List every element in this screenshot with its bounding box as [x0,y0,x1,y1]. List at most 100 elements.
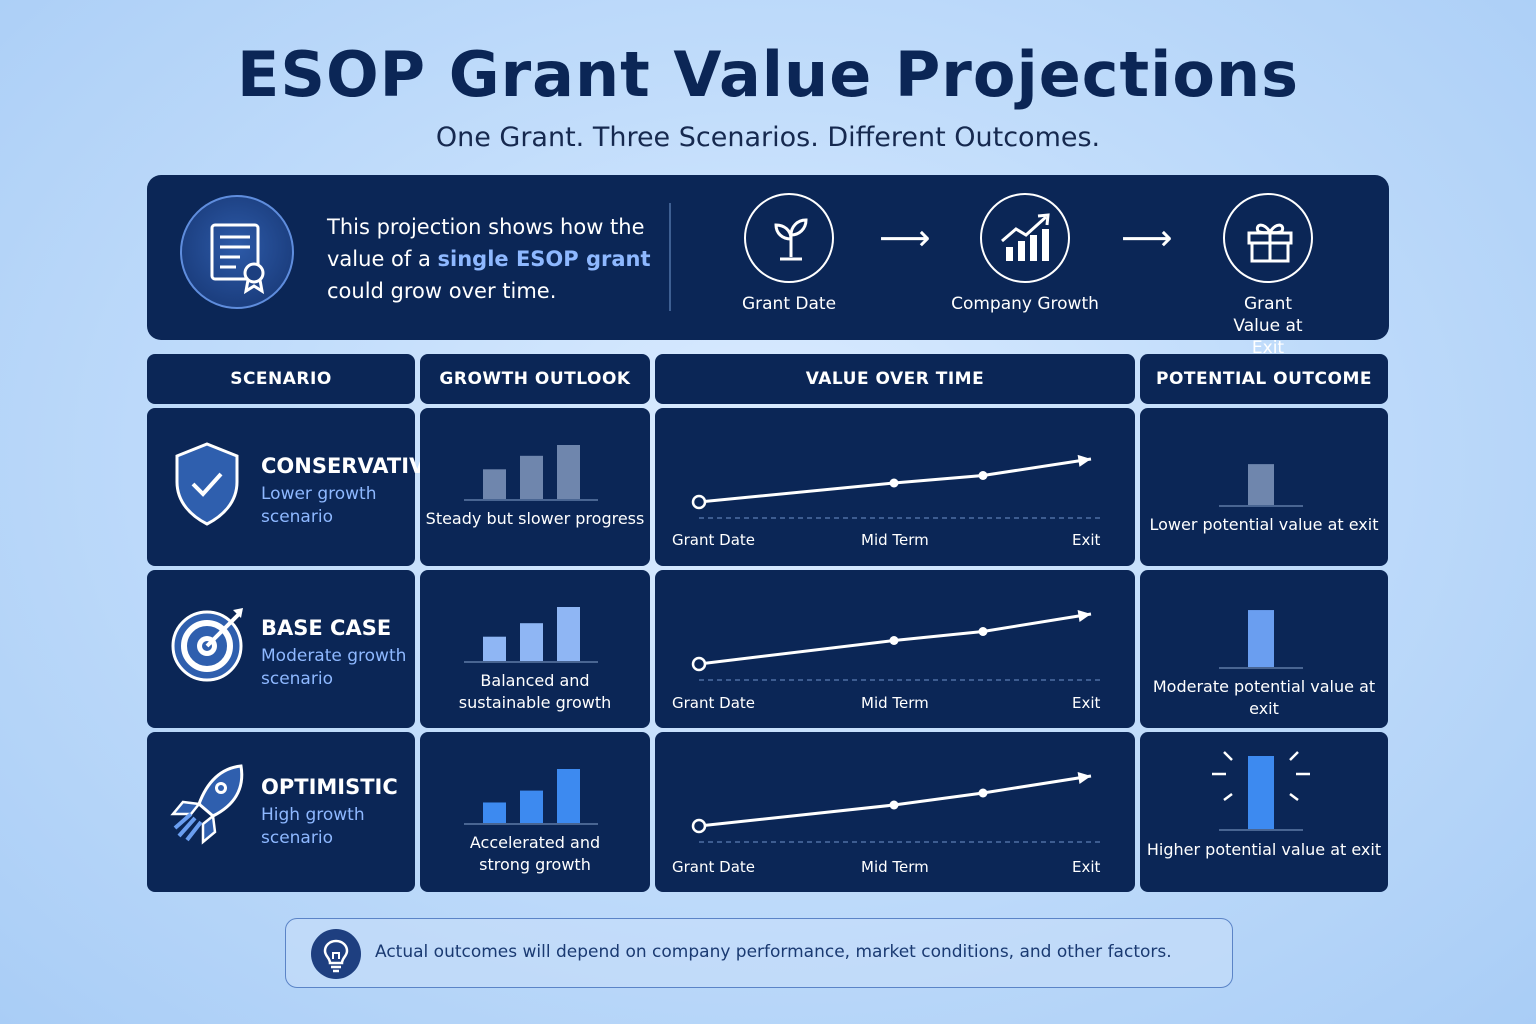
scenario-cell-conservative: CONSERVATIVE Lower growth scenario [147,408,440,566]
scenario-name: OPTIMISTIC [261,775,398,799]
outlook-bar [520,790,543,823]
arrowhead-icon [1077,610,1091,623]
burst-ray [1289,751,1299,761]
shield-check-icon [175,442,239,526]
divider [669,203,671,311]
step-label: Grant Date [741,294,837,314]
value-line-chart [691,610,1103,681]
timeline-label-end: Exit [1072,694,1101,712]
outlook-text: Steady but slower progress [425,509,645,528]
arrowhead-icon [1077,454,1091,467]
step-label: Grant Value at Exit [1233,294,1303,358]
outcome-bar-fill [1248,464,1274,505]
start-point [691,494,707,510]
step-company-growth: Company Growth [925,193,1125,315]
value-line [698,457,1092,504]
scenario-cell-base-case: BASE CASE Moderate growth scenario [147,570,415,728]
timeline-label-start: Grant Date [672,858,755,876]
outlook-bar [557,445,580,499]
mid-point [889,636,899,645]
outcome-text: Moderate potential value at exit [1152,677,1376,718]
outlook-cell: Balanced and sustainable growth [420,570,650,728]
step-grant-value: Grant Value at Exit [1168,193,1368,359]
value-line [698,612,1092,666]
value-over-time-cell: Grant Date Mid Term Exit [655,570,1135,728]
scenario-name: CONSERVATIVE [261,454,440,478]
sprout-icon [744,193,834,283]
timeline-label-mid: Mid Term [861,531,929,549]
value-over-time-cell: Grant Date Mid Term Exit [655,732,1135,892]
outcome-text: Lower potential value at exit [1149,515,1379,534]
header-growth-outlook: GROWTH OUTLOOK [420,354,650,404]
outlook-bar [483,636,506,661]
page-subtitle: One Grant. Three Scenarios. Different Ou… [435,122,1101,153]
value-line-chart [691,771,1103,843]
outcome-cell: Lower potential value at exit [1140,408,1388,566]
page-title: ESOP Grant Value Projections [236,38,1300,111]
outcome-bar [1212,751,1310,831]
outcome-cell: Moderate potential value at exit [1140,570,1388,728]
outlook-cell: Accelerated and strong growth [420,732,650,892]
timeline-label-mid: Mid Term [861,694,929,712]
outcome-bar [1219,464,1303,507]
scenario-description: Lower growth scenario [261,484,377,527]
late-point [978,788,988,798]
timeline-label-mid: Mid Term [861,858,929,876]
intro-description: This projection shows how the value of a… [327,211,657,307]
burst-ray [1223,751,1233,761]
target-icon [171,608,243,682]
scenario-description: High growth scenario [261,805,365,848]
growth-chart-icon [980,193,1070,283]
start-point [691,818,707,834]
intro-highlight: single ESOP grant [437,247,651,271]
mid-point [889,800,899,810]
timeline-label-start: Grant Date [672,531,755,549]
timeline-label-end: Exit [1072,531,1101,549]
mid-point [889,478,899,488]
header-potential-outcome: POTENTIAL OUTCOME [1140,354,1388,404]
rocket-icon [170,764,244,845]
outcome-text: Higher potential value at exit [1146,840,1382,859]
scenario-description: Moderate growth scenario [261,646,407,689]
arrowhead-icon [1077,771,1091,784]
intro-text-after: could grow over time. [327,279,557,303]
footer-note: Actual outcomes will depend on company p… [285,918,1233,988]
outlook-bar [520,623,543,661]
timeline-label-end: Exit [1072,858,1101,876]
outlook-bar [557,607,580,661]
outlook-bar [520,455,543,499]
timeline-label-start: Grant Date [672,694,755,712]
value-over-time-cell: Grant Date Mid Term Exit [655,408,1135,566]
outlook-cell: Steady but slower progress [420,408,650,566]
outcome-bar-fill [1248,756,1274,829]
certificate-icon [180,195,294,309]
step-grant-date: Grant Date [689,193,889,315]
header-value-over-time: VALUE OVER TIME [655,354,1135,404]
footer-note-text: Actual outcomes will depend on company p… [375,942,1172,962]
outcome-bar-fill [1248,610,1274,667]
header-scenario: SCENARIO [147,354,415,404]
burst-ray [1289,793,1299,801]
outlook-bar [483,469,506,499]
step-label: Company Growth [951,294,1099,314]
outlook-text: Accelerated and strong growth [469,833,601,874]
value-line-chart [691,454,1103,519]
outlook-text: Balanced and sustainable growth [458,671,612,712]
outcome-bar [1219,610,1303,669]
lightbulb-icon [311,929,361,979]
outlook-bar [483,802,506,823]
gift-icon [1223,193,1313,283]
intro-panel: This projection shows how the value of a… [147,175,1389,358]
outlook-bars [464,445,598,501]
start-point [691,656,707,672]
outlook-bar [557,769,580,823]
outlook-bars [464,607,598,663]
outlook-bars [464,769,598,825]
burst-ray [1223,793,1233,801]
arrow-icon: ⟶ [1121,218,1173,259]
scenario-name: BASE CASE [261,616,392,640]
arrow-icon: ⟶ [879,218,931,259]
outcome-cell: Higher potential value at exit [1140,732,1388,892]
intro-text-before: This projection shows how the value of a [327,215,645,271]
late-point [978,627,988,636]
